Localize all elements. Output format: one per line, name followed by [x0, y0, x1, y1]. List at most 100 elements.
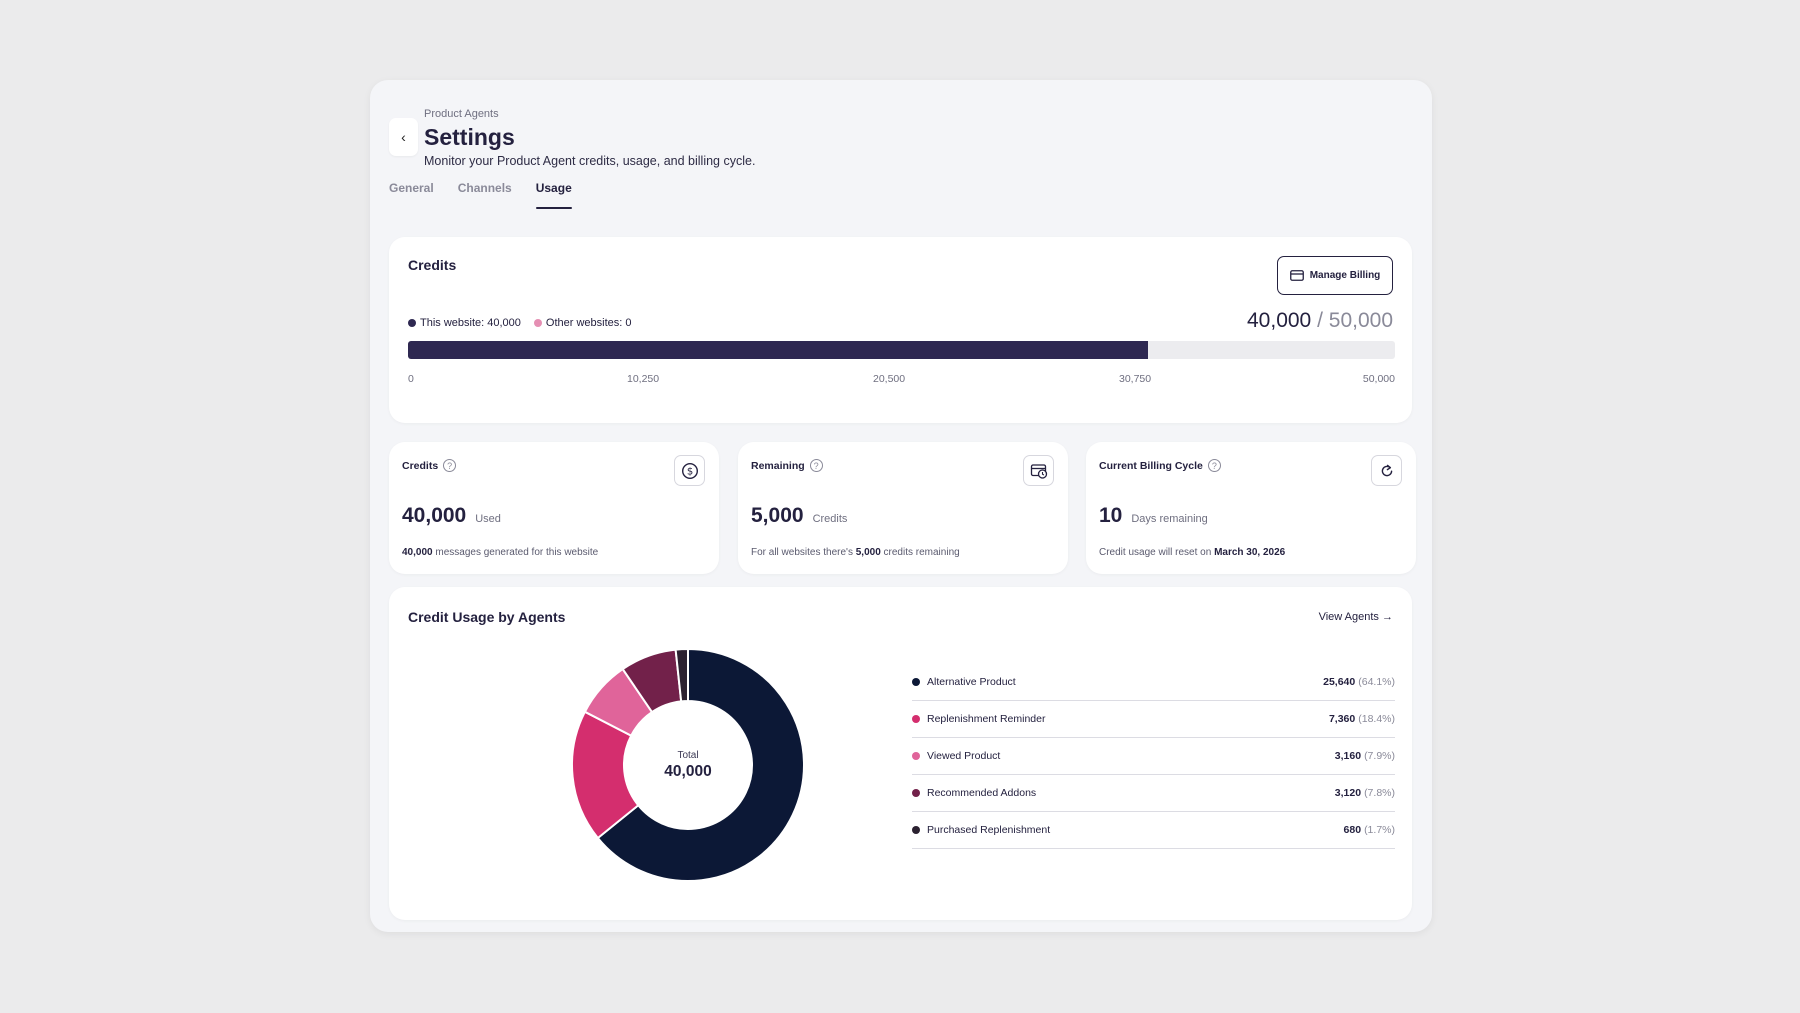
- stat-label: Credits ?: [402, 459, 457, 472]
- usage-donut-chart: [572, 649, 804, 881]
- credits-used-card: Credits ? $ 40,000 Used 40,000 messages …: [389, 442, 719, 574]
- stat-value: 40,000 Used: [402, 504, 501, 528]
- credits-legend: This website: 40,000 Other websites: 0: [408, 317, 644, 329]
- tick-label: 30,750: [1119, 373, 1152, 385]
- agent-value: 25,640: [1323, 676, 1356, 688]
- tab-channels[interactable]: Channels: [457, 181, 512, 195]
- stat-number: 40,000: [402, 504, 467, 527]
- stat-note-bold: 40,000: [402, 547, 433, 558]
- credits-progress-fill: [408, 341, 1149, 359]
- manage-billing-button[interactable]: Manage Billing: [1277, 256, 1393, 295]
- legend-dot: [533, 319, 542, 327]
- agent-row: Alternative Product 25,640 (64.1%): [912, 664, 1395, 701]
- donut-slice-purchased-replenishment[interactable]: [674, 649, 689, 703]
- legend-dot: [408, 319, 416, 327]
- tab-usage[interactable]: Usage: [535, 181, 572, 209]
- agent-percent: (18.4%): [1358, 713, 1395, 725]
- manage-billing-label: Manage Billing: [1309, 270, 1381, 281]
- series-dot: [912, 678, 920, 686]
- stat-note: For all websites there's 5,000 credits r…: [751, 547, 960, 558]
- agent-name: Viewed Product: [927, 750, 1001, 762]
- page-subtitle: Monitor your Product Agent credits, usag…: [424, 154, 756, 168]
- agent-row: Replenishment Reminder 7,360 (18.4%): [912, 701, 1395, 738]
- help-icon[interactable]: ?: [1207, 459, 1221, 472]
- stat-note: Credit usage will reset on March 30, 202…: [1099, 547, 1285, 558]
- progress-ticks: 0 10,250 20,500 30,750 50,000: [408, 373, 1395, 387]
- agent-name: Purchased Replenishment: [927, 824, 1051, 836]
- series-dot: [912, 715, 920, 723]
- stat-value: 10 Days remaining: [1099, 504, 1208, 528]
- credits-card: Credits Manage Billing This website: 40,…: [389, 237, 1412, 423]
- legend-this-website: This website: 40,000: [408, 317, 521, 329]
- tab-general[interactable]: General: [389, 181, 434, 195]
- settings-window: ‹ Product Agents Settings Monitor your P…: [370, 80, 1432, 932]
- agent-row: Viewed Product 3,160 (7.9%): [912, 738, 1395, 775]
- billing-cycle-card: Current Billing Cycle ? 10 Days remainin…: [1086, 442, 1416, 574]
- tick-label: 10,250: [627, 373, 660, 385]
- credits-separator: /: [1317, 309, 1323, 332]
- agent-row: Recommended Addons 3,120 (7.8%): [912, 775, 1395, 812]
- stat-note-bold: March 30, 2026: [1214, 547, 1286, 558]
- credits-limit-value: 50,000: [1328, 309, 1393, 332]
- usage-title: Credit Usage by Agents: [408, 609, 566, 625]
- agent-name: Alternative Product: [927, 676, 1016, 688]
- stat-unit: Days remaining: [1131, 513, 1208, 525]
- stat-label-text: Current Billing Cycle: [1099, 459, 1203, 472]
- stat-unit: Credits: [812, 513, 848, 525]
- agent-value: 7,360: [1328, 713, 1356, 725]
- agent-row: Purchased Replenishment 680 (1.7%): [912, 812, 1395, 849]
- agent-value: 3,120: [1334, 787, 1362, 799]
- stat-number: 5,000: [751, 504, 804, 527]
- credit-card-icon: [1289, 270, 1304, 281]
- view-agents-link[interactable]: View Agents →: [1318, 611, 1393, 623]
- stat-label: Remaining ?: [751, 459, 823, 472]
- legend-other-websites: Other websites: 0: [533, 317, 632, 329]
- stat-note-text: messages generated for this website: [432, 547, 599, 558]
- stat-note-text: Credit usage will reset on: [1099, 547, 1215, 558]
- stat-unit: Used: [475, 513, 501, 525]
- stat-note-bold: 5,000: [855, 547, 881, 558]
- help-icon[interactable]: ?: [809, 459, 823, 472]
- agent-percent: (1.7%): [1364, 824, 1395, 836]
- stat-value: 5,000 Credits: [751, 504, 847, 528]
- agent-name: Replenishment Reminder: [927, 713, 1046, 725]
- help-icon[interactable]: ?: [443, 459, 457, 472]
- tick-label: 50,000: [1362, 373, 1395, 385]
- credits-title: Credits: [408, 257, 457, 273]
- stat-number: 10: [1099, 504, 1123, 527]
- donut-slice-alternative-product[interactable]: [596, 649, 804, 881]
- refresh-icon[interactable]: [1371, 455, 1402, 486]
- wallet-clock-icon[interactable]: [1023, 455, 1054, 486]
- series-dot: [912, 826, 920, 834]
- legend-label: Other websites: 0: [545, 317, 632, 329]
- tick-label: 20,500: [873, 373, 906, 385]
- agent-value: 680: [1343, 824, 1362, 836]
- agent-percent: (7.9%): [1364, 750, 1395, 762]
- credits-ratio: 40,000 / 50,000: [1247, 309, 1393, 333]
- agent-percent: (64.1%): [1358, 676, 1395, 688]
- credits-progress-bar: [408, 341, 1395, 359]
- chevron-left-icon: ‹: [401, 129, 406, 145]
- breadcrumb[interactable]: Product Agents: [424, 108, 499, 120]
- series-dot: [912, 752, 920, 760]
- stat-note: 40,000 messages generated for this websi…: [402, 547, 598, 558]
- series-dot: [912, 789, 920, 797]
- stat-note-text: credits remaining: [880, 547, 960, 558]
- tick-label: 0: [408, 373, 414, 385]
- legend-label: This website: 40,000: [420, 317, 521, 329]
- svg-text:$: $: [686, 466, 692, 477]
- stat-label-text: Remaining: [751, 459, 805, 472]
- tab-bar: General Channels Usage: [389, 181, 596, 209]
- remaining-card: Remaining ? 5,000 Credits For all websit…: [738, 442, 1068, 574]
- agent-name: Recommended Addons: [927, 787, 1037, 799]
- stat-label: Current Billing Cycle ?: [1099, 459, 1221, 472]
- back-button[interactable]: ‹: [389, 118, 418, 156]
- usage-by-agents-card: Credit Usage by Agents View Agents → Tot…: [389, 587, 1412, 920]
- agent-value: 3,160: [1334, 750, 1362, 762]
- agent-percent: (7.8%): [1364, 787, 1395, 799]
- stat-label-text: Credits: [402, 459, 439, 472]
- agent-usage-list: Alternative Product 25,640 (64.1%) Replen…: [912, 664, 1395, 849]
- page-title: Settings: [424, 124, 515, 150]
- dollar-icon[interactable]: $: [674, 455, 705, 486]
- stat-note-text: For all websites there's: [751, 547, 856, 558]
